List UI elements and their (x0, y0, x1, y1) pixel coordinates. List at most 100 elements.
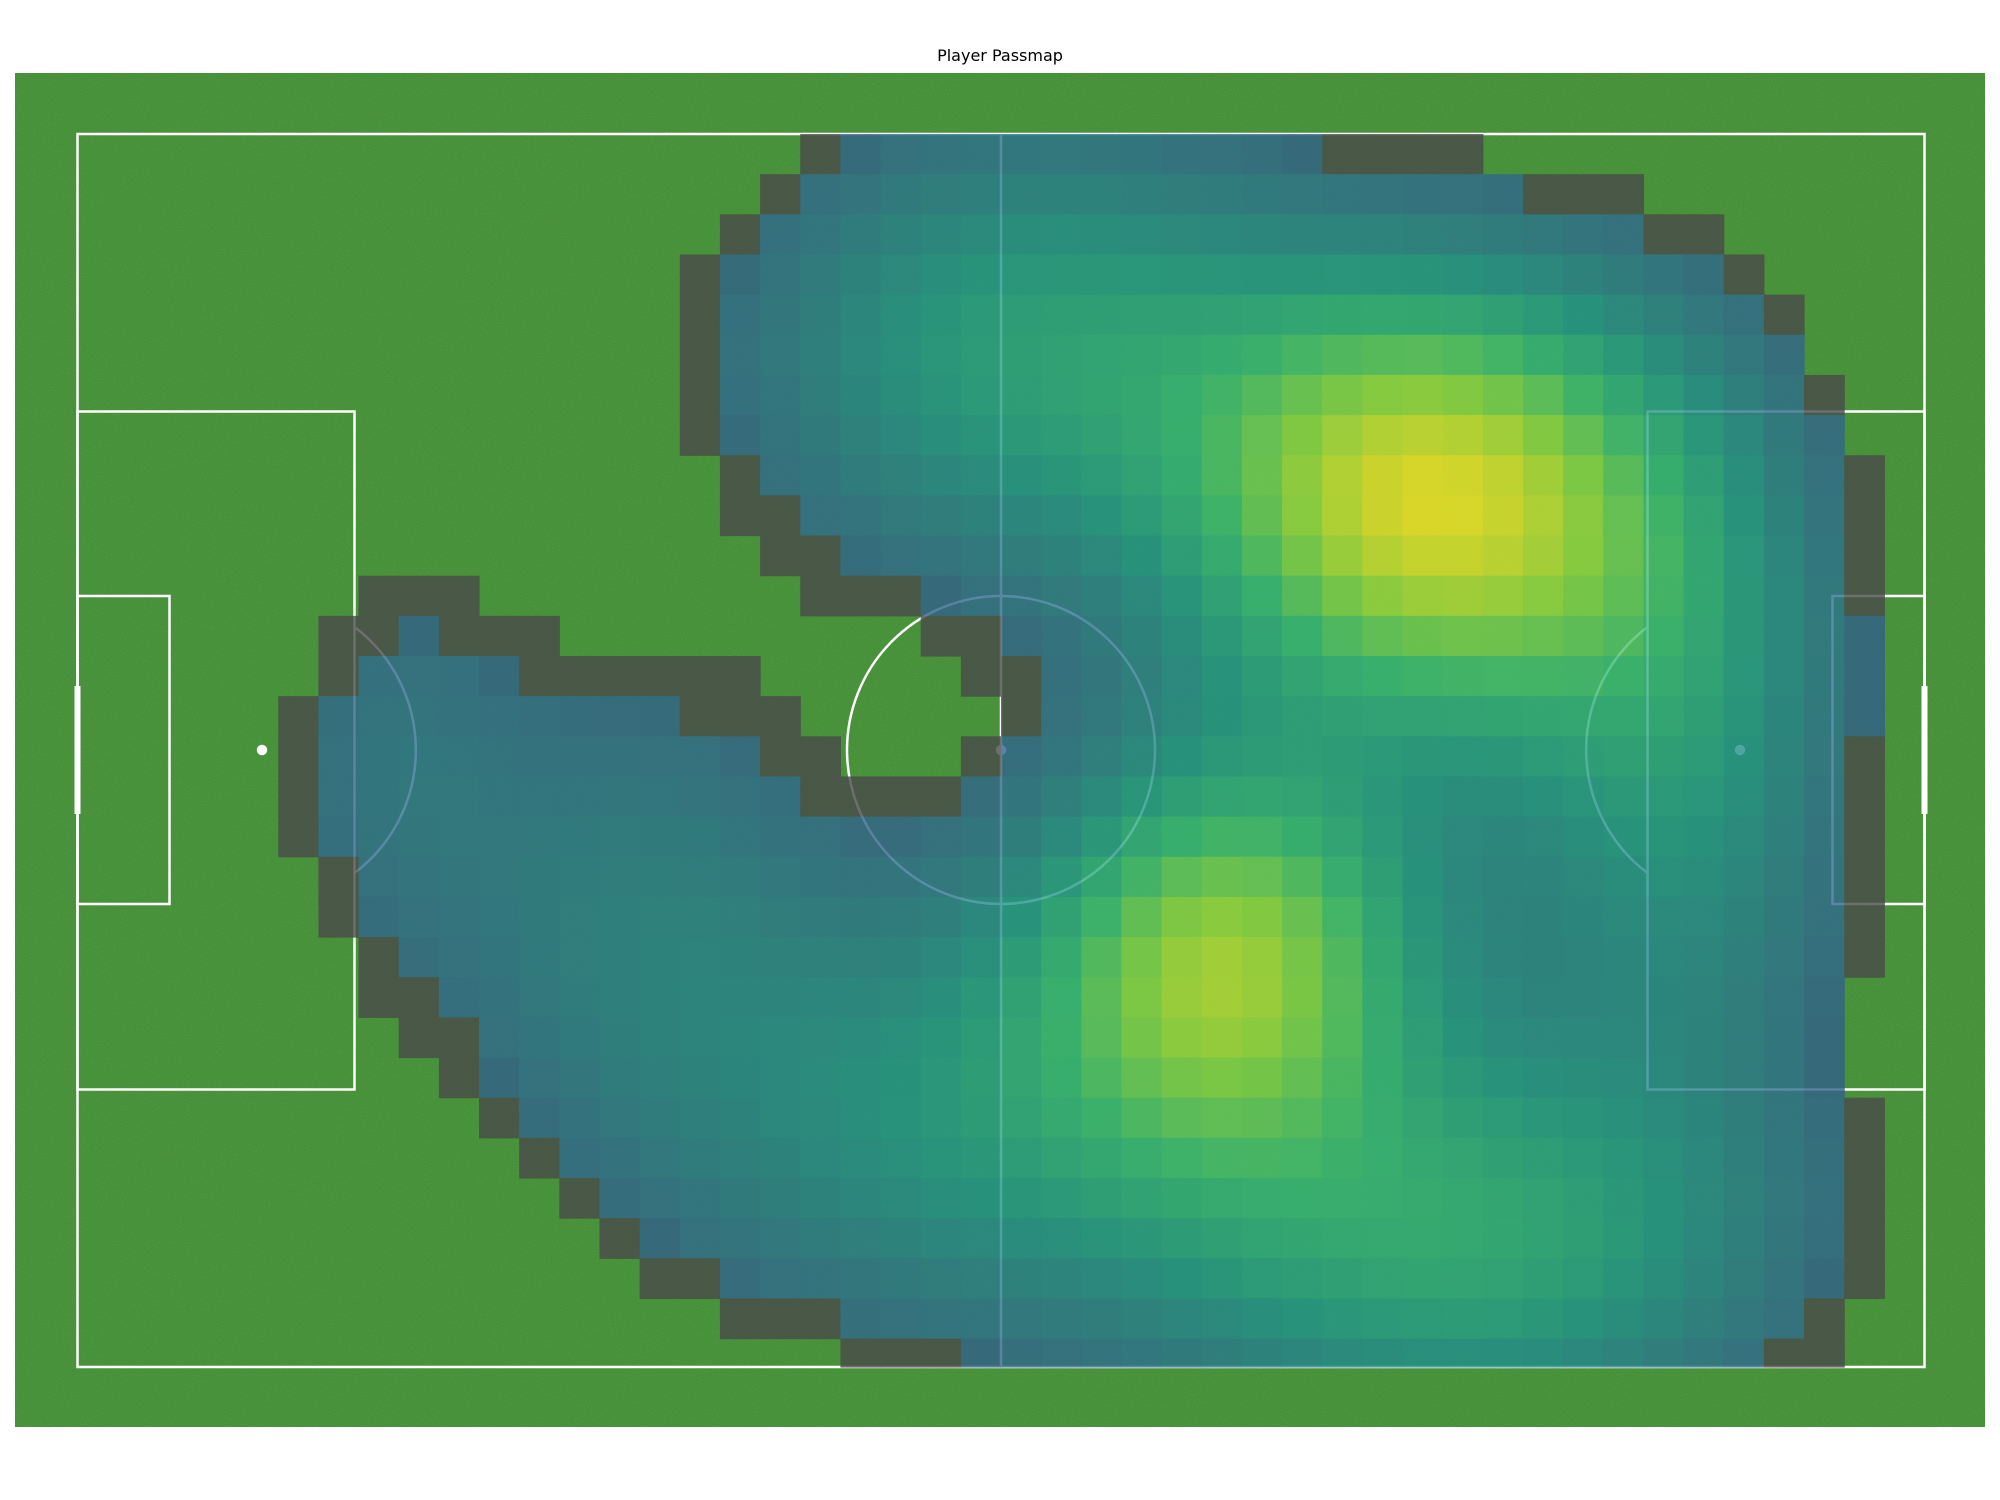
heatmap-cell (519, 656, 560, 697)
heatmap-cell (720, 1098, 761, 1139)
heatmap-cell (1403, 1339, 1444, 1368)
heatmap-cell (1403, 1017, 1444, 1058)
heatmap-cell (1322, 134, 1363, 175)
heatmap-cell (720, 1298, 761, 1339)
heatmap-cell (599, 696, 640, 737)
heatmap-cell (1202, 495, 1243, 536)
heatmap-cell (519, 937, 560, 978)
heatmap-cell (1443, 455, 1484, 496)
heatmap-cell (1523, 1017, 1564, 1058)
heatmap-cell (1483, 254, 1524, 295)
heatmap-cell (640, 937, 681, 978)
heatmap-cell (1563, 295, 1604, 336)
heatmap-cell (680, 817, 721, 858)
heatmap-cell (1563, 1058, 1604, 1099)
heatmap-cell (921, 1098, 962, 1139)
heatmap-cell (1563, 1138, 1604, 1179)
heatmap-cell (1202, 214, 1243, 255)
heatmap-cell (1603, 857, 1644, 898)
heatmap-cell (1483, 576, 1524, 617)
heatmap-cell (1282, 134, 1323, 175)
heatmap-cell (1483, 455, 1524, 496)
heatmap-cell (479, 897, 520, 938)
heatmap-cell (1322, 977, 1363, 1018)
heatmap-cell (1643, 1098, 1684, 1139)
heatmap-cell (1764, 817, 1805, 858)
heatmap-cell (961, 1138, 1002, 1179)
heatmap-cell (1844, 696, 1885, 737)
heatmap-cell (1603, 1339, 1644, 1368)
heatmap-cell (760, 1218, 801, 1259)
heatmap-cell (1483, 656, 1524, 697)
heatmap-cell (640, 1218, 681, 1259)
heatmap-cell (1121, 1138, 1162, 1179)
heatmap-cell (1724, 1258, 1765, 1299)
heatmap-cell (800, 776, 841, 817)
heatmap-cell (1041, 214, 1082, 255)
heatmap-cell (359, 736, 400, 777)
heatmap-cell (1804, 736, 1845, 777)
heatmap-cell (1643, 897, 1684, 938)
heatmap-cell (1322, 1339, 1363, 1368)
heatmap-cell (439, 897, 480, 938)
heatmap-cell (720, 1218, 761, 1259)
heatmap-cell (921, 576, 962, 617)
heatmap-cell (800, 817, 841, 858)
heatmap-cell (720, 937, 761, 978)
heatmap-cell (1242, 1138, 1283, 1179)
heatmap-cell (1403, 897, 1444, 938)
heatmap-cell (1081, 776, 1122, 817)
heatmap-cell (1001, 817, 1042, 858)
heatmap-cell (840, 295, 881, 336)
heatmap-cell (961, 817, 1002, 858)
heatmap-cell (840, 1058, 881, 1099)
heatmap-cell (760, 1098, 801, 1139)
heatmap-cell (479, 1058, 520, 1099)
heatmap-cell (1282, 254, 1323, 295)
heatmap-cell (961, 616, 1002, 657)
heatmap-cell (359, 817, 400, 858)
heatmap-cell (1724, 295, 1765, 336)
heatmap-cell (1684, 1058, 1725, 1099)
heatmap-cell (1162, 1218, 1203, 1259)
heatmap-cell (760, 254, 801, 295)
heatmap-cell (359, 696, 400, 737)
heatmap-cell (1322, 656, 1363, 697)
heatmap-cell (1362, 1138, 1403, 1179)
heatmap-cell (1724, 817, 1765, 858)
heatmap-cell (1322, 495, 1363, 536)
heatmap-cell (1804, 1017, 1845, 1058)
heatmap-cell (1684, 1098, 1725, 1139)
heatmap-cell (720, 254, 761, 295)
heatmap-cell (1242, 415, 1283, 456)
heatmap-cell (519, 776, 560, 817)
heatmap-cell (1282, 1058, 1323, 1099)
heatmap-cell (1403, 656, 1444, 697)
heatmap-cell (1523, 1098, 1564, 1139)
heatmap-cell (961, 495, 1002, 536)
heatmap-cell (1603, 776, 1644, 817)
heatmap-cell (1242, 1058, 1283, 1099)
heatmap-cell (1724, 375, 1765, 416)
heatmap-cell (1563, 937, 1604, 978)
heatmap-cell (1121, 335, 1162, 376)
heatmap-cell (599, 937, 640, 978)
heatmap-cell (1764, 1138, 1805, 1179)
heatmap-cell (1202, 1298, 1243, 1339)
heatmap-cell (961, 977, 1002, 1018)
heatmap-cell (559, 857, 600, 898)
heatmap-cell (1322, 897, 1363, 938)
heatmap-cell (1362, 335, 1403, 376)
heatmap-cell (800, 375, 841, 416)
heatmap-cell (1121, 977, 1162, 1018)
heatmap-cell (1403, 776, 1444, 817)
heatmap-cell (1684, 536, 1725, 577)
heatmap-cell (840, 1339, 881, 1368)
heatmap-cell (760, 776, 801, 817)
heatmap-cell (760, 1178, 801, 1219)
heatmap-cell (1724, 776, 1765, 817)
heatmap-cell (921, 254, 962, 295)
heatmap-cell (1081, 1218, 1122, 1259)
heatmap-cell (881, 776, 922, 817)
heatmap-cell (1764, 1298, 1805, 1339)
